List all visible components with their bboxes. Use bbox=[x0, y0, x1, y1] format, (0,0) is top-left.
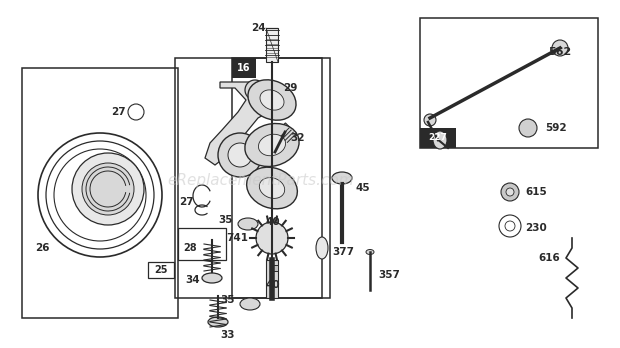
Text: 25: 25 bbox=[154, 265, 168, 275]
Ellipse shape bbox=[248, 80, 296, 120]
Ellipse shape bbox=[433, 131, 447, 149]
Text: 27: 27 bbox=[179, 197, 194, 207]
Text: 45: 45 bbox=[356, 183, 371, 193]
Text: 33: 33 bbox=[221, 330, 235, 340]
Text: eReplacementParts.com: eReplacementParts.com bbox=[167, 173, 354, 189]
Circle shape bbox=[245, 80, 265, 100]
Ellipse shape bbox=[245, 124, 299, 166]
Circle shape bbox=[228, 143, 252, 167]
Text: 29: 29 bbox=[283, 83, 297, 93]
Bar bbox=[22, 68, 178, 318]
Text: 592: 592 bbox=[545, 123, 567, 133]
Circle shape bbox=[256, 222, 288, 254]
Text: 562: 562 bbox=[548, 47, 571, 57]
Text: 24: 24 bbox=[250, 23, 265, 33]
Bar bbox=[266, 260, 278, 298]
Text: 616: 616 bbox=[538, 253, 560, 263]
Bar bbox=[266, 28, 278, 62]
Ellipse shape bbox=[238, 218, 258, 230]
Ellipse shape bbox=[247, 167, 298, 209]
Bar bbox=[270, 265, 278, 271]
Circle shape bbox=[519, 119, 537, 137]
Text: 16: 16 bbox=[237, 63, 250, 73]
Bar bbox=[178, 228, 226, 260]
Polygon shape bbox=[205, 82, 275, 165]
Circle shape bbox=[501, 183, 519, 201]
Bar bbox=[420, 18, 598, 148]
Text: 40: 40 bbox=[265, 280, 280, 290]
Text: 741: 741 bbox=[226, 233, 248, 243]
Ellipse shape bbox=[208, 317, 228, 327]
Circle shape bbox=[82, 163, 134, 215]
Ellipse shape bbox=[260, 90, 284, 110]
Ellipse shape bbox=[240, 298, 260, 310]
Circle shape bbox=[72, 153, 144, 225]
Text: 377: 377 bbox=[332, 247, 354, 257]
Ellipse shape bbox=[202, 273, 222, 283]
Text: 230: 230 bbox=[525, 223, 547, 233]
Bar bbox=[175, 58, 330, 298]
Ellipse shape bbox=[259, 177, 285, 198]
Bar bbox=[232, 58, 322, 298]
Circle shape bbox=[552, 40, 568, 56]
Ellipse shape bbox=[366, 250, 374, 254]
Text: 357: 357 bbox=[378, 270, 400, 280]
Text: 35: 35 bbox=[219, 215, 233, 225]
Text: 32: 32 bbox=[291, 133, 305, 143]
Circle shape bbox=[506, 188, 514, 196]
Bar bbox=[232, 58, 256, 78]
Ellipse shape bbox=[316, 237, 328, 259]
Text: 28: 28 bbox=[183, 243, 197, 253]
Ellipse shape bbox=[259, 134, 286, 156]
Text: 27: 27 bbox=[111, 107, 125, 117]
Text: 227: 227 bbox=[428, 134, 448, 142]
Circle shape bbox=[218, 133, 262, 177]
Circle shape bbox=[424, 114, 436, 126]
Circle shape bbox=[250, 85, 260, 95]
Text: 615: 615 bbox=[525, 187, 547, 197]
Text: 34: 34 bbox=[185, 275, 200, 285]
Bar bbox=[277, 123, 291, 137]
Text: 26: 26 bbox=[35, 243, 49, 253]
Text: 35: 35 bbox=[221, 295, 235, 305]
Bar bbox=[148, 262, 174, 278]
Bar bbox=[420, 128, 456, 148]
Text: 40: 40 bbox=[265, 217, 280, 227]
Ellipse shape bbox=[332, 172, 352, 184]
